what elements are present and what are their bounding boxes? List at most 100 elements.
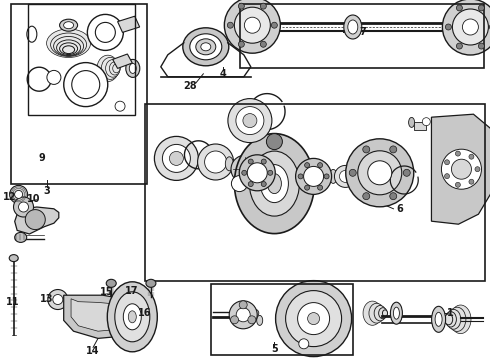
- Bar: [240, 4, 484, 68]
- Ellipse shape: [225, 157, 233, 171]
- Ellipse shape: [445, 312, 456, 327]
- Circle shape: [318, 163, 322, 168]
- Circle shape: [229, 301, 257, 329]
- Circle shape: [335, 165, 356, 188]
- Circle shape: [324, 174, 329, 179]
- Circle shape: [442, 0, 490, 55]
- Text: 4: 4: [220, 69, 226, 79]
- Polygon shape: [71, 299, 123, 331]
- Circle shape: [238, 3, 245, 9]
- Circle shape: [295, 158, 332, 194]
- Ellipse shape: [128, 311, 136, 323]
- Circle shape: [224, 0, 280, 53]
- Text: 16: 16: [138, 308, 151, 318]
- Ellipse shape: [113, 64, 120, 73]
- Text: 1: 1: [447, 308, 454, 318]
- Circle shape: [96, 22, 115, 42]
- Circle shape: [305, 163, 310, 168]
- Ellipse shape: [249, 151, 299, 216]
- Circle shape: [368, 161, 392, 185]
- Ellipse shape: [409, 117, 415, 127]
- Circle shape: [170, 152, 183, 165]
- Ellipse shape: [348, 20, 358, 34]
- Ellipse shape: [369, 303, 384, 323]
- Circle shape: [64, 63, 108, 107]
- Polygon shape: [113, 54, 132, 68]
- Circle shape: [239, 301, 247, 309]
- Circle shape: [115, 101, 125, 111]
- Ellipse shape: [190, 34, 222, 60]
- Ellipse shape: [260, 165, 289, 203]
- Circle shape: [53, 294, 63, 305]
- Circle shape: [469, 179, 474, 184]
- Circle shape: [340, 170, 351, 183]
- Circle shape: [242, 170, 247, 175]
- Bar: [145, 104, 485, 281]
- Ellipse shape: [446, 310, 461, 329]
- Circle shape: [154, 136, 198, 180]
- Ellipse shape: [432, 306, 445, 332]
- Ellipse shape: [146, 279, 156, 287]
- Circle shape: [469, 154, 474, 159]
- Circle shape: [456, 5, 463, 11]
- Circle shape: [297, 303, 330, 334]
- Polygon shape: [15, 207, 59, 234]
- Circle shape: [251, 309, 259, 317]
- Circle shape: [441, 149, 482, 189]
- Bar: [414, 122, 426, 130]
- Circle shape: [299, 339, 309, 349]
- Ellipse shape: [97, 55, 119, 82]
- Circle shape: [455, 182, 461, 187]
- Circle shape: [228, 99, 272, 143]
- Circle shape: [230, 316, 239, 324]
- Text: 14: 14: [86, 346, 100, 356]
- Circle shape: [286, 291, 342, 347]
- Circle shape: [247, 163, 267, 183]
- Circle shape: [275, 280, 352, 357]
- Ellipse shape: [435, 312, 442, 326]
- Circle shape: [231, 155, 259, 183]
- Circle shape: [267, 134, 282, 150]
- Circle shape: [308, 312, 319, 325]
- Text: 9: 9: [38, 153, 45, 163]
- Circle shape: [478, 5, 485, 11]
- Circle shape: [349, 169, 356, 176]
- Ellipse shape: [53, 36, 84, 56]
- Ellipse shape: [129, 63, 136, 73]
- Ellipse shape: [344, 15, 362, 39]
- Circle shape: [456, 43, 463, 49]
- Ellipse shape: [391, 302, 402, 324]
- Bar: [11, 4, 147, 184]
- Circle shape: [444, 174, 449, 179]
- Circle shape: [445, 24, 451, 30]
- Ellipse shape: [63, 46, 74, 54]
- Circle shape: [237, 161, 253, 177]
- Circle shape: [231, 176, 247, 192]
- Circle shape: [390, 193, 397, 200]
- Ellipse shape: [109, 62, 120, 75]
- Circle shape: [47, 71, 61, 84]
- Ellipse shape: [379, 308, 387, 319]
- Bar: [211, 284, 353, 355]
- Circle shape: [363, 193, 370, 200]
- Ellipse shape: [329, 170, 337, 183]
- Ellipse shape: [101, 57, 119, 80]
- Ellipse shape: [60, 43, 77, 55]
- Ellipse shape: [183, 28, 229, 66]
- Circle shape: [234, 7, 270, 43]
- Circle shape: [346, 139, 414, 207]
- Circle shape: [478, 43, 485, 49]
- Circle shape: [10, 185, 27, 203]
- Ellipse shape: [123, 304, 141, 330]
- Text: 7: 7: [359, 27, 366, 37]
- Circle shape: [451, 159, 471, 179]
- Circle shape: [390, 146, 397, 153]
- Circle shape: [248, 181, 253, 186]
- Polygon shape: [432, 114, 490, 224]
- Text: 15: 15: [100, 287, 114, 297]
- Polygon shape: [64, 295, 130, 338]
- Ellipse shape: [15, 233, 26, 242]
- Circle shape: [452, 9, 489, 45]
- Text: 3: 3: [43, 186, 50, 196]
- Circle shape: [260, 41, 267, 47]
